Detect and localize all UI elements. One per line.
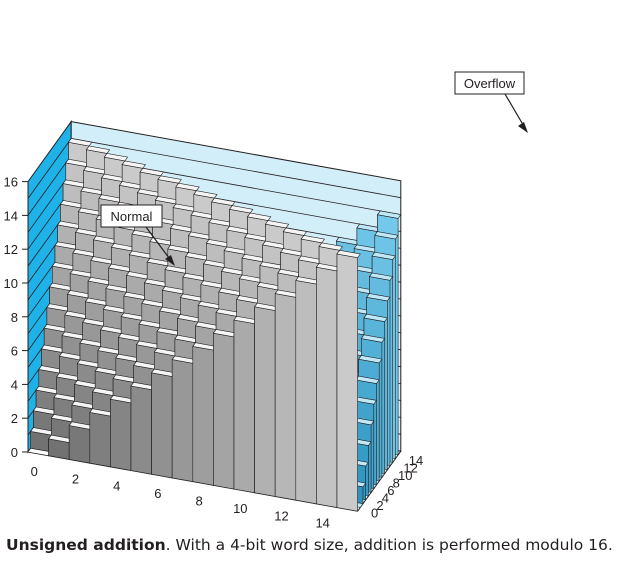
y-tick-label: 4 — [382, 490, 389, 505]
overflow-bar-top — [358, 355, 383, 364]
bar-side-face — [151, 372, 173, 479]
bar-side-face — [295, 280, 317, 505]
caption-title: Unsigned addition — [6, 536, 166, 554]
bar-side-face — [192, 346, 214, 486]
normal-bar-top — [157, 175, 182, 184]
z-tick-label: 14 — [4, 208, 18, 223]
overflow-bar-top — [374, 231, 399, 240]
normal-callout: Normal — [100, 204, 175, 266]
z-tick-label: 12 — [4, 242, 18, 257]
callouts: Normal Overflow — [100, 71, 528, 266]
bar-side-face — [110, 398, 132, 471]
y-tick-label: 6 — [387, 483, 394, 498]
y-tick-label: 14 — [409, 453, 423, 468]
y-tick-label: 0 — [371, 505, 378, 520]
normal-bar-top — [175, 182, 200, 192]
bar-side-face — [336, 253, 358, 512]
normal-bar-top — [318, 242, 343, 251]
x-tick-label: 0 — [31, 464, 38, 479]
chart-bars — [27, 137, 402, 512]
overflow-bar-top — [360, 334, 386, 343]
normal-bar-top — [300, 235, 326, 244]
z-tick-label: 4 — [11, 377, 18, 392]
z-tick-label: 2 — [11, 411, 18, 426]
normal-bar-top — [193, 190, 218, 199]
bar-side-face — [233, 319, 255, 494]
overflow-callout: Overflow — [454, 71, 528, 133]
overflow-callout-label: Overflow — [464, 76, 516, 91]
normal-bar-top — [139, 167, 164, 177]
z-tick-label: 10 — [4, 276, 18, 291]
normal-bar-top — [67, 138, 93, 147]
z-tick-label: 6 — [11, 344, 18, 359]
normal-bar-top — [264, 220, 290, 229]
normal-bar-top — [336, 249, 361, 259]
bar-side-face — [254, 306, 276, 497]
bar-side-face — [130, 385, 152, 475]
bar-side-face — [316, 266, 338, 508]
x-tick-label: 14 — [315, 516, 329, 531]
overflow-bar-top — [366, 293, 391, 302]
overflow-bar-top — [368, 272, 394, 281]
y-tick-label: 10 — [398, 468, 412, 483]
overflow-bar-top — [376, 210, 402, 219]
x-tick-label: 8 — [195, 493, 202, 508]
z-tick-label: 16 — [4, 175, 18, 190]
normal-bar-top — [211, 197, 236, 206]
normal-bar-top — [229, 205, 254, 214]
y-tick-label: 2 — [376, 498, 383, 513]
normal-bar-top — [103, 153, 129, 162]
x-tick-label: 10 — [233, 501, 247, 516]
bar-side-face — [213, 332, 235, 490]
overflow-bar-top — [363, 313, 388, 322]
y-tick-label: 12 — [403, 460, 417, 475]
z-tick-label: 8 — [11, 310, 18, 325]
caption-text: . With a 4-bit word size, addition is pe… — [165, 536, 613, 554]
bar-side-face — [68, 425, 91, 464]
normal-bar-top — [85, 145, 111, 154]
normal-bar-top — [121, 160, 147, 169]
x-tick-label: 12 — [274, 508, 288, 523]
y-tick-label: 8 — [393, 475, 400, 490]
x-tick-label: 2 — [72, 471, 79, 486]
normal-bar-top — [246, 212, 272, 221]
figure-caption: Unsigned addition. With a 4-bit word siz… — [6, 536, 636, 554]
bar-side-face — [274, 293, 297, 501]
bar-side-face — [89, 412, 111, 468]
bar-side-face — [171, 359, 194, 482]
x-tick-label: 4 — [113, 479, 120, 494]
x-tick-label: 6 — [154, 486, 161, 501]
z-tick-label: 0 — [11, 445, 18, 460]
normal-callout-label: Normal — [111, 209, 153, 224]
normal-bar-top — [282, 227, 308, 236]
overflow-bar-top — [371, 251, 396, 260]
